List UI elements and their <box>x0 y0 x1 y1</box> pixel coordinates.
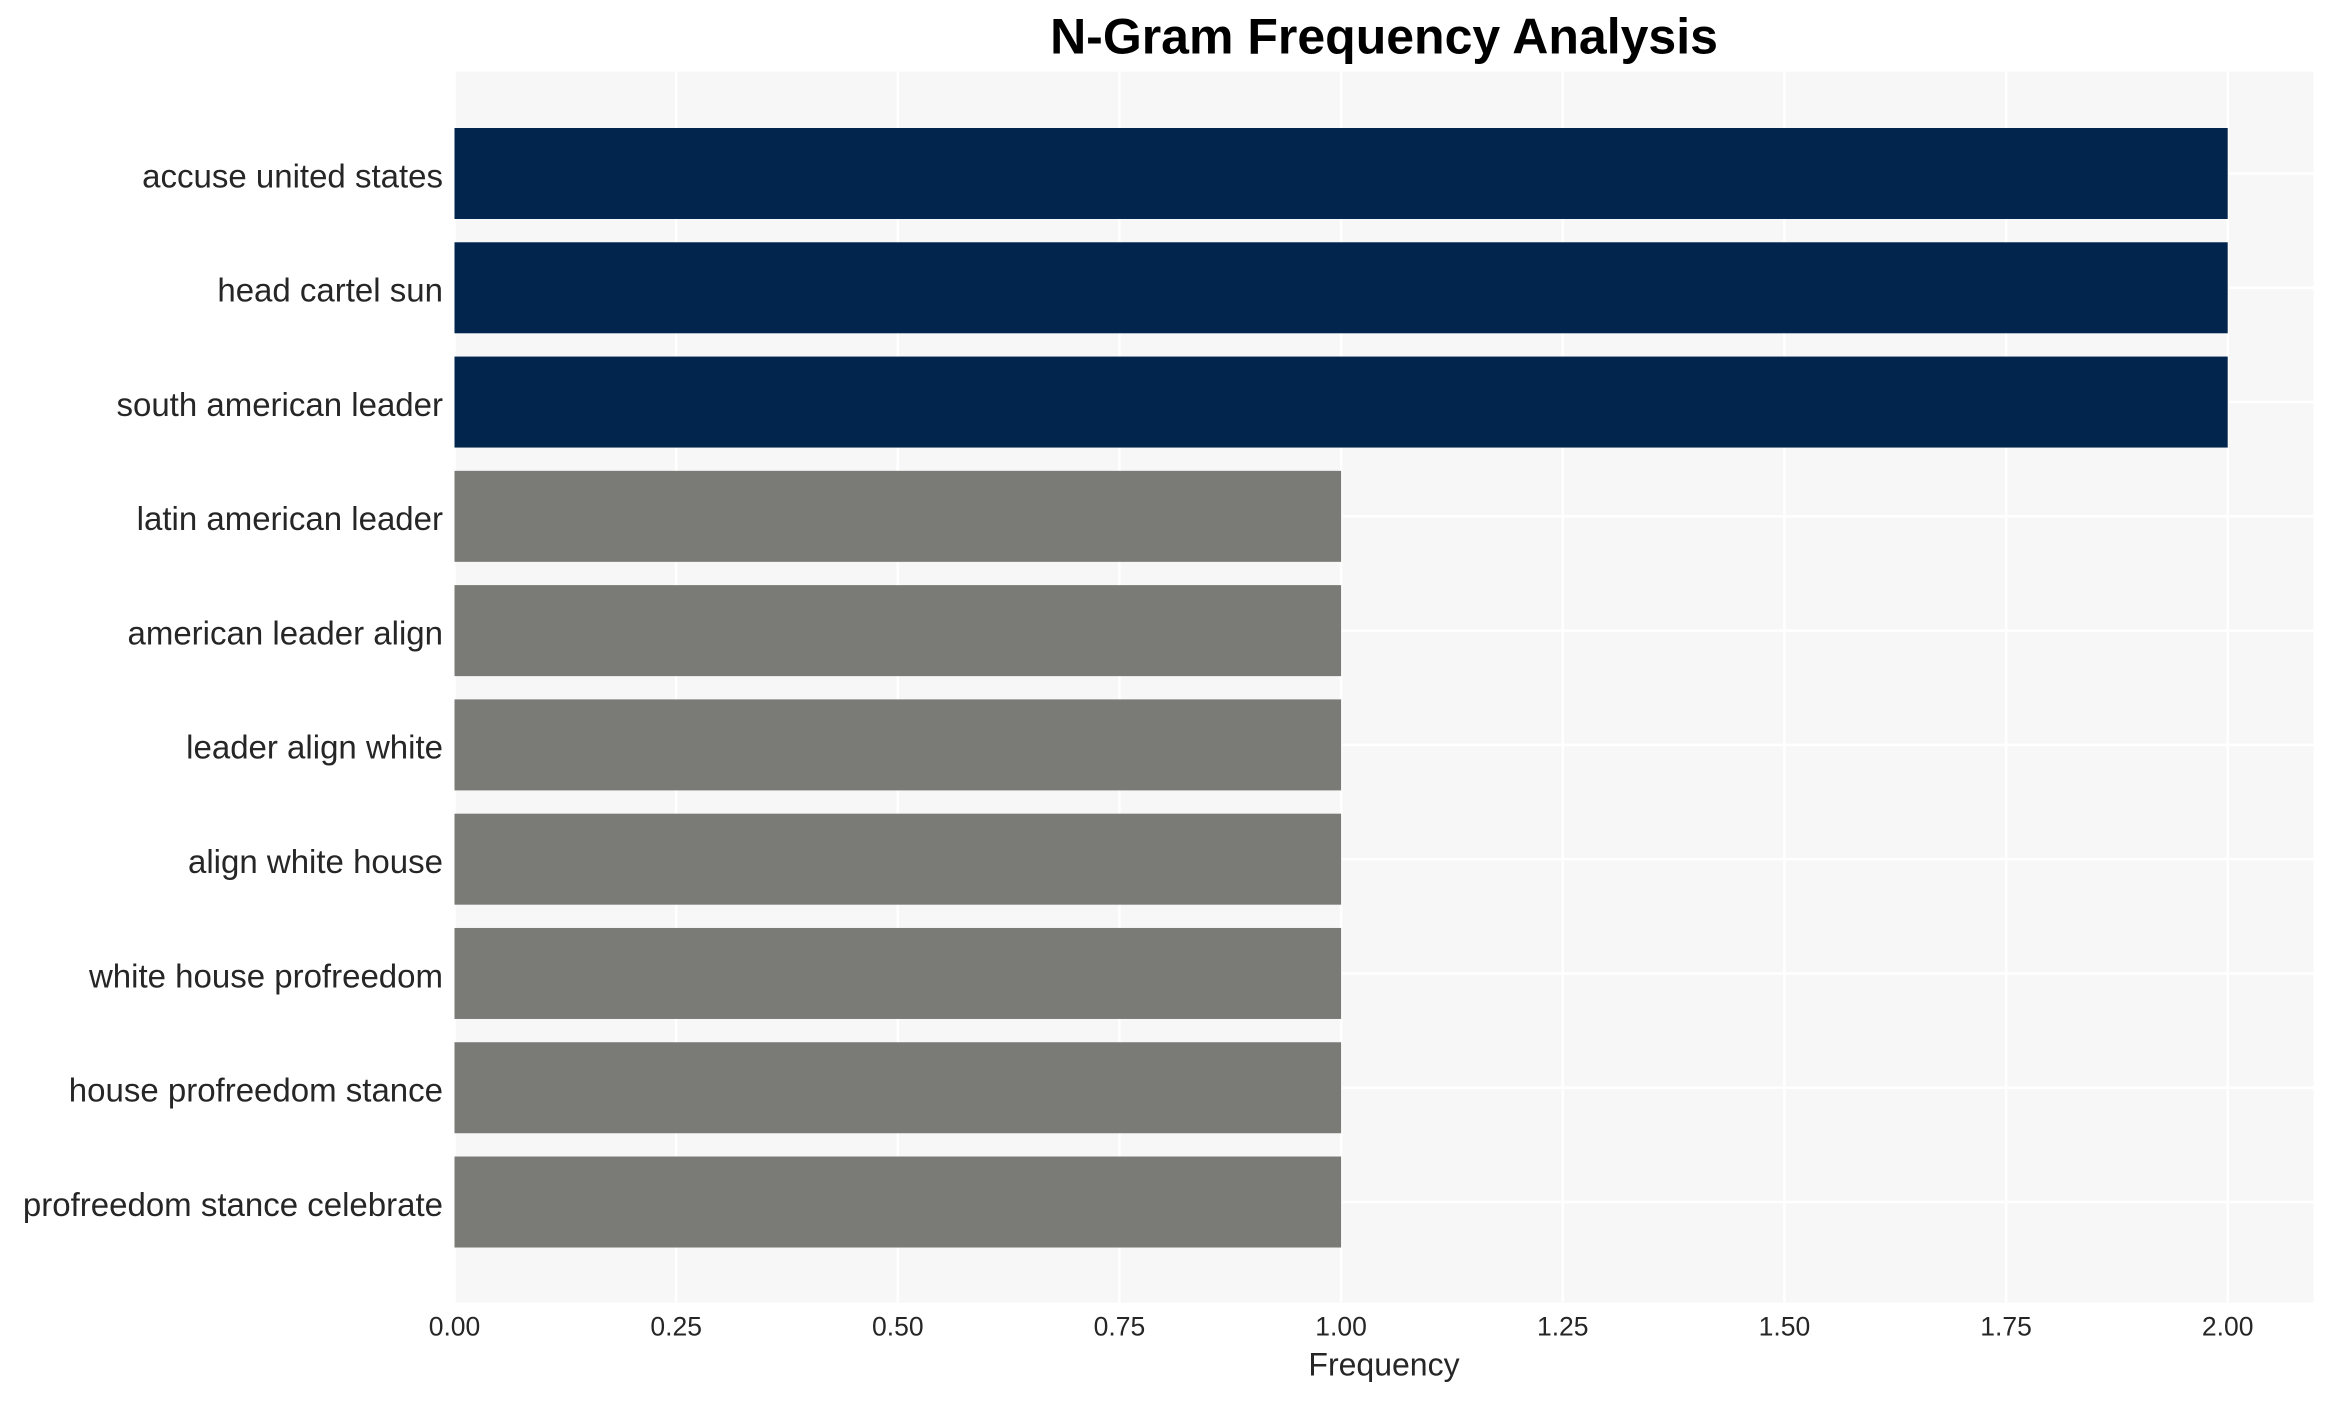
svg-text:1.25: 1.25 <box>1537 1311 1589 1341</box>
svg-text:house profreedom stance: house profreedom stance <box>69 1072 443 1109</box>
svg-text:south american leader: south american leader <box>116 386 443 423</box>
svg-text:accuse united states: accuse united states <box>142 157 443 194</box>
svg-text:american leader align: american leader align <box>127 614 443 651</box>
svg-text:head cartel sun: head cartel sun <box>217 272 443 309</box>
svg-text:1.50: 1.50 <box>1759 1311 1811 1341</box>
svg-text:0.50: 0.50 <box>872 1311 924 1341</box>
svg-text:0.75: 0.75 <box>1094 1311 1146 1341</box>
svg-text:2.00: 2.00 <box>2202 1311 2254 1341</box>
svg-text:1.00: 1.00 <box>1315 1311 1367 1341</box>
svg-text:white house profreedom: white house profreedom <box>88 957 443 994</box>
svg-text:0.00: 0.00 <box>429 1311 481 1341</box>
svg-text:latin american leader: latin american leader <box>137 500 443 537</box>
svg-text:profreedom stance celebrate: profreedom stance celebrate <box>23 1186 443 1223</box>
svg-text:0.25: 0.25 <box>650 1311 702 1341</box>
svg-text:align white house: align white house <box>188 843 443 880</box>
svg-text:N-Gram Frequency Analysis: N-Gram Frequency Analysis <box>1050 8 1718 64</box>
svg-text:1.75: 1.75 <box>1980 1311 2032 1341</box>
svg-text:Frequency: Frequency <box>1308 1347 1459 1383</box>
svg-text:leader align white: leader align white <box>186 729 443 766</box>
